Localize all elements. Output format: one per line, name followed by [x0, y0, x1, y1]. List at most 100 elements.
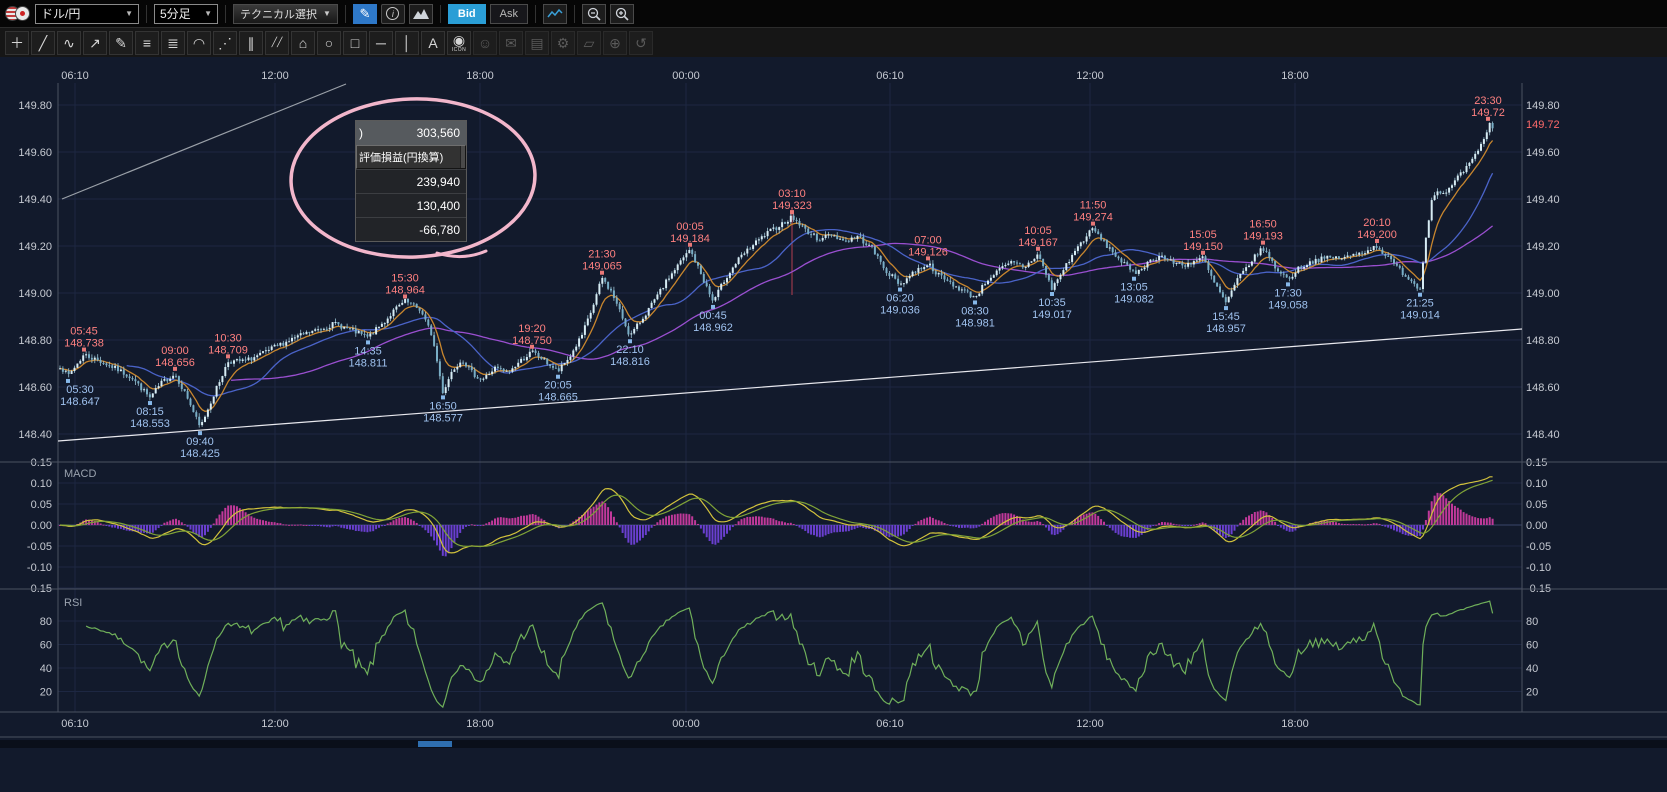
sticker-icon: ☺ — [473, 30, 497, 55]
horizontal-line-icon[interactable]: ─ — [369, 30, 393, 55]
svg-text:148.811: 148.811 — [349, 357, 388, 369]
svg-text:148.647: 148.647 — [60, 396, 100, 408]
technical-select-label: テクニカル選択 — [240, 8, 317, 21]
svg-text:148.40: 148.40 — [18, 429, 52, 441]
svg-text:148.709: 148.709 — [208, 344, 248, 356]
info-button[interactable] — [380, 3, 405, 24]
pl-value-row: 130,400 — [356, 193, 466, 217]
icon-stamp-icon[interactable]: ◉ ICON — [447, 30, 471, 55]
svg-text:148.816: 148.816 — [610, 356, 650, 368]
trend-channel-icon[interactable]: ╱╱ — [265, 30, 289, 55]
bid-button[interactable]: Bid — [447, 3, 486, 24]
svg-text:149.72: 149.72 — [1471, 107, 1505, 119]
svg-text:148.981: 148.981 — [955, 317, 995, 329]
pencil-icon[interactable]: ✎ — [109, 30, 133, 55]
svg-text:18:00: 18:00 — [1281, 70, 1309, 82]
svg-text:18:00: 18:00 — [466, 718, 494, 730]
svg-text:60: 60 — [40, 640, 52, 652]
pentagon-icon[interactable]: ⌂ — [291, 30, 315, 55]
svg-text:12:00: 12:00 — [1076, 70, 1104, 82]
svg-text:16:50: 16:50 — [1249, 219, 1277, 231]
vertical-line-icon[interactable]: │ — [395, 30, 419, 55]
svg-text:20:10: 20:10 — [1363, 217, 1391, 229]
svg-text:06:10: 06:10 — [876, 70, 904, 82]
area-chart-button[interactable] — [408, 3, 433, 24]
pencil-icon: ✎ — [359, 5, 371, 21]
svg-text:06:10: 06:10 — [61, 70, 89, 82]
horizontal-line-set-icon[interactable]: ≡ — [135, 30, 159, 55]
jp-flag-icon — [15, 6, 30, 21]
svg-text:12:00: 12:00 — [1076, 718, 1104, 730]
polyline-icon[interactable]: ∿ — [57, 30, 81, 55]
svg-text:149.323: 149.323 — [772, 200, 812, 212]
price-chart-svg[interactable]: 06:10 06:10 12:00 12:00 18:00 18:00 00:00 00:00… — [0, 57, 1667, 792]
gann-fan-icon[interactable]: ⋰ — [213, 30, 237, 55]
ask-button[interactable]: Ask — [489, 3, 528, 24]
drawn-circle-annotation[interactable] — [288, 95, 537, 261]
trend-line-icon[interactable]: ╱ — [31, 30, 55, 55]
pl-value-row: -66,780 — [356, 217, 466, 241]
draw-mode-button[interactable]: ✎ — [352, 3, 377, 24]
svg-text:80: 80 — [1526, 616, 1538, 628]
svg-text:148.665: 148.665 — [538, 392, 578, 404]
svg-text:148.738: 148.738 — [64, 338, 104, 350]
trend-lines-layer — [58, 83, 1522, 442]
svg-text:149.126: 149.126 — [908, 246, 948, 258]
chart-type-button[interactable] — [543, 3, 567, 24]
svg-text:149.036: 149.036 — [880, 305, 920, 317]
timeframe-label: 5分足 — [160, 7, 191, 21]
svg-text:03:10: 03:10 — [778, 188, 806, 200]
note-panel-icon: ▤ — [525, 30, 549, 55]
rsi-panel-label: RSI — [64, 597, 82, 609]
svg-text:149.058: 149.058 — [1268, 299, 1308, 311]
time-zones-icon[interactable]: ∥ — [239, 30, 263, 55]
svg-text:40: 40 — [1526, 663, 1538, 675]
line-chart-icon — [547, 8, 563, 17]
rectangle-shape-icon[interactable]: □ — [343, 30, 367, 55]
svg-text:-0.05: -0.05 — [27, 541, 52, 553]
svg-text:149.184: 149.184 — [670, 233, 710, 245]
zoom-out-button[interactable] — [582, 3, 606, 24]
svg-text:149.20: 149.20 — [18, 241, 52, 253]
technical-select-button[interactable]: テクニカル選択 — [233, 3, 338, 24]
svg-text:19:20: 19:20 — [518, 323, 546, 335]
svg-text:149.082: 149.082 — [1114, 294, 1154, 306]
zoom-in-button[interactable] — [610, 3, 634, 24]
svg-text:0.15: 0.15 — [1526, 457, 1547, 469]
pl-value: 130,400 — [416, 198, 460, 213]
svg-text:80: 80 — [40, 616, 52, 628]
text-insert-icon[interactable]: A — [421, 30, 445, 55]
ellipse-shape-icon[interactable]: ○ — [317, 30, 341, 55]
svg-text:07:00: 07:00 — [914, 234, 942, 246]
parallel-lines-icon[interactable]: ≣ — [161, 30, 185, 55]
svg-text:149.00: 149.00 — [18, 288, 52, 300]
crosshair-icon[interactable]: ＋ — [5, 30, 29, 55]
toolbar-divider — [439, 4, 441, 23]
svg-text:148.656: 148.656 — [155, 357, 195, 369]
svg-text:148.957: 148.957 — [1206, 323, 1246, 335]
svg-text:148.80: 148.80 — [18, 335, 52, 347]
timeframe-select[interactable]: 5分足 — [154, 3, 218, 24]
svg-text:0.10: 0.10 — [1526, 478, 1547, 490]
chart-scrollbar-track[interactable] — [0, 740, 1667, 748]
svg-text:149.80: 149.80 — [18, 100, 52, 112]
svg-text:149.80: 149.80 — [1526, 100, 1560, 112]
svg-text:148.80: 148.80 — [1526, 335, 1560, 347]
svg-text:08:30: 08:30 — [961, 305, 989, 317]
chart-scrollbar-thumb[interactable] — [418, 741, 452, 747]
currency-pair-flags-icon — [5, 6, 31, 22]
pl-value-row: 239,940 — [356, 169, 466, 193]
ray-line-icon[interactable]: ↗ — [83, 30, 107, 55]
svg-text:148.425: 148.425 — [180, 448, 220, 460]
svg-text:05:30: 05:30 — [66, 384, 94, 396]
svg-text:10:05: 10:05 — [1024, 225, 1052, 237]
toolbar-divider — [574, 4, 575, 23]
currency-pair-select[interactable]: ドル/円 — [35, 3, 139, 24]
svg-text:06:20: 06:20 — [886, 293, 914, 305]
fibonacci-arc-icon[interactable]: ◠ — [187, 30, 211, 55]
current-price-axis-label: 149.72 — [1526, 119, 1560, 131]
rsi-layer — [85, 600, 1494, 709]
svg-text:149.193: 149.193 — [1243, 231, 1283, 243]
